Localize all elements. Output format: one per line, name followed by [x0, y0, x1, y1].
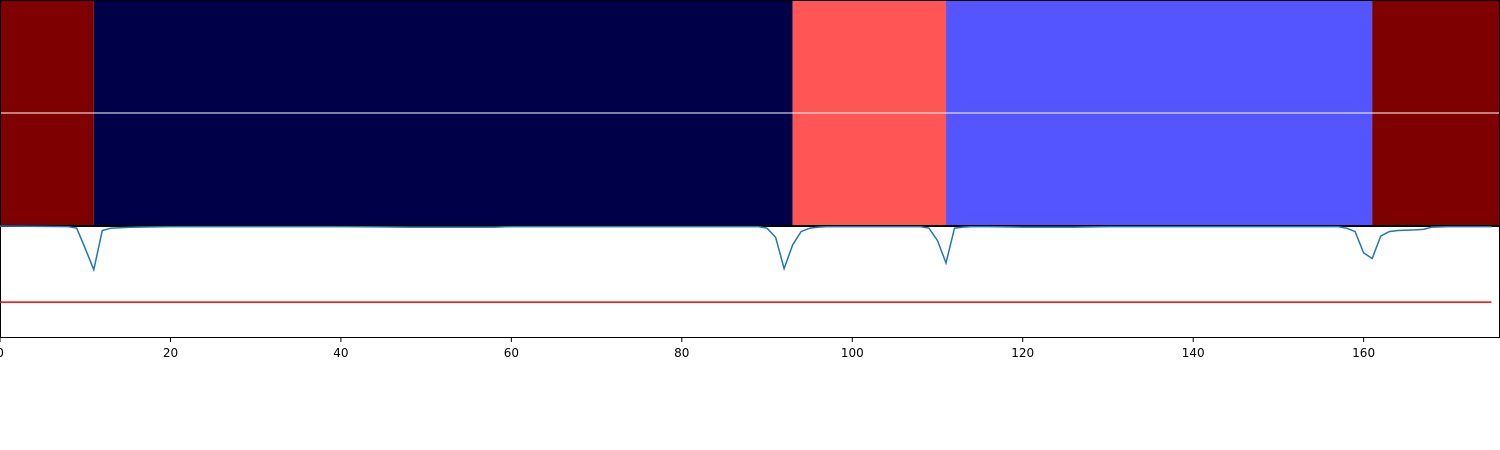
heatmap-cell — [1372, 113, 1500, 226]
x-tick-label: 0 — [0, 346, 4, 360]
heatmap-cell — [792, 113, 947, 226]
heatmap-cell — [0, 0, 94, 113]
heatmap-cell — [93, 113, 793, 226]
heatmap-cell — [93, 0, 793, 113]
x-tick-label: 160 — [1352, 346, 1375, 360]
line-panel-frame — [0, 226, 1500, 338]
series-line — [0, 225, 1492, 273]
heatmap-cell — [946, 0, 1373, 113]
x-tick-label: 20 — [163, 346, 178, 360]
x-axis: 0 20 40 60 80 100 120 140 160 — [0, 338, 1375, 360]
x-tick-label: 120 — [1011, 346, 1034, 360]
x-tick-label: 60 — [504, 346, 519, 360]
x-tick-label: 40 — [333, 346, 348, 360]
x-tick-label: 140 — [1182, 346, 1205, 360]
heatmap-panel — [0, 0, 1500, 226]
heatmap-cell — [0, 113, 94, 226]
heatmap-cell — [1372, 0, 1500, 113]
line-panel — [0, 225, 1500, 338]
x-tick-label: 100 — [841, 346, 864, 360]
x-tick-label: 80 — [674, 346, 689, 360]
heatmap-cell — [792, 0, 947, 113]
heatmap-cell — [946, 113, 1373, 226]
